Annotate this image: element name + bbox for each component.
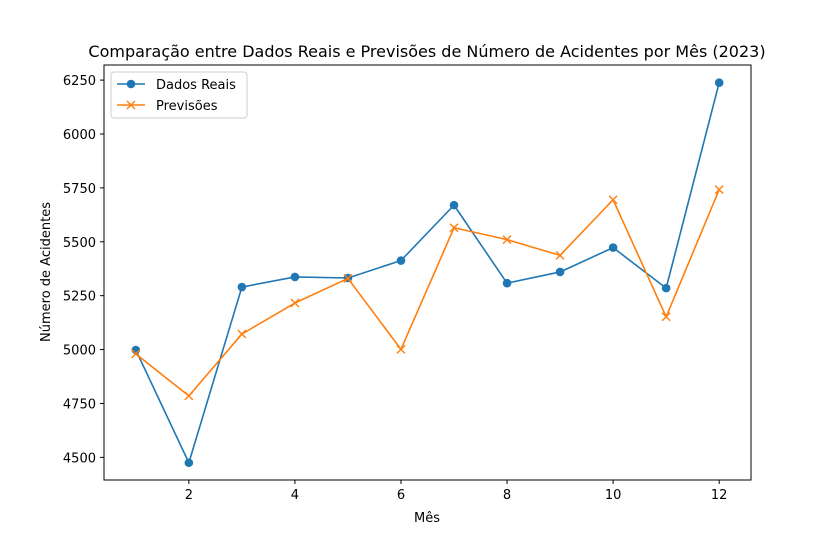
- x-tick-label: 2: [185, 488, 193, 503]
- data-point-previsoes: [184, 391, 194, 401]
- data-point-previsoes: [502, 235, 512, 245]
- legend-marker-dados-reais: [126, 79, 136, 89]
- data-point-dados-reais: [608, 243, 618, 252]
- plot-area: [103, 64, 752, 481]
- y-axis-label: Número de Acidentes: [39, 202, 54, 342]
- series-layer: [131, 78, 724, 468]
- y-tick-label: 4750: [63, 397, 96, 412]
- data-point-previsoes: [449, 223, 459, 233]
- data-point-previsoes: [714, 185, 724, 195]
- y-axis: 4500 4750 5000 5250 5500 5750 6000 6250: [63, 74, 104, 466]
- x-tick-label: 10: [605, 488, 622, 503]
- data-point-dados-reais: [290, 272, 300, 282]
- y-tick-label: 6000: [63, 128, 96, 143]
- data-point-dados-reais: [237, 282, 247, 292]
- data-point-previsoes: [608, 195, 618, 205]
- series-previsoes: [131, 185, 724, 401]
- plot-frame: [103, 64, 752, 481]
- y-tick-label: 5250: [63, 290, 96, 305]
- x-tick-label: 12: [711, 488, 728, 503]
- chart-title: Comparação entre Dados Reais e Previsões…: [88, 42, 765, 61]
- legend: Dados Reais Previsões: [110, 71, 248, 119]
- data-point-dados-reais: [396, 256, 406, 265]
- y-tick-label: 5750: [63, 182, 96, 197]
- data-point-previsoes: [343, 273, 353, 283]
- legend-label-dados-reais: Dados Reais: [156, 78, 236, 93]
- y-tick-label: 6250: [63, 74, 96, 89]
- x-tick-label: 4: [291, 488, 299, 503]
- data-point-dados-reais: [449, 200, 459, 210]
- data-point-dados-reais: [555, 267, 565, 277]
- y-tick-label: 5000: [63, 344, 96, 359]
- legend-label-previsoes: Previsões: [156, 99, 218, 114]
- series-line-previsoes: [135, 189, 720, 397]
- data-point-previsoes: [237, 329, 247, 339]
- y-tick-label: 5500: [63, 236, 96, 251]
- data-point-dados-reais: [714, 78, 724, 87]
- legend-marker-previsoes: [126, 100, 136, 110]
- data-point-previsoes: [661, 312, 671, 322]
- x-axis-label: Mês: [414, 511, 440, 526]
- data-point-dados-reais: [502, 278, 512, 288]
- data-point-previsoes: [555, 250, 565, 260]
- x-tick-label: 6: [397, 488, 405, 503]
- series-line-dados-reais: [135, 82, 720, 464]
- data-point-previsoes: [396, 344, 406, 354]
- data-point-dados-reais: [661, 283, 671, 293]
- data-point-previsoes: [290, 298, 300, 308]
- data-point-previsoes: [131, 349, 141, 359]
- data-point-dados-reais: [184, 458, 194, 468]
- y-tick-label: 4500: [63, 451, 96, 466]
- x-axis: 2 4 6 8 10 12: [185, 480, 728, 503]
- x-tick-label: 8: [503, 488, 511, 503]
